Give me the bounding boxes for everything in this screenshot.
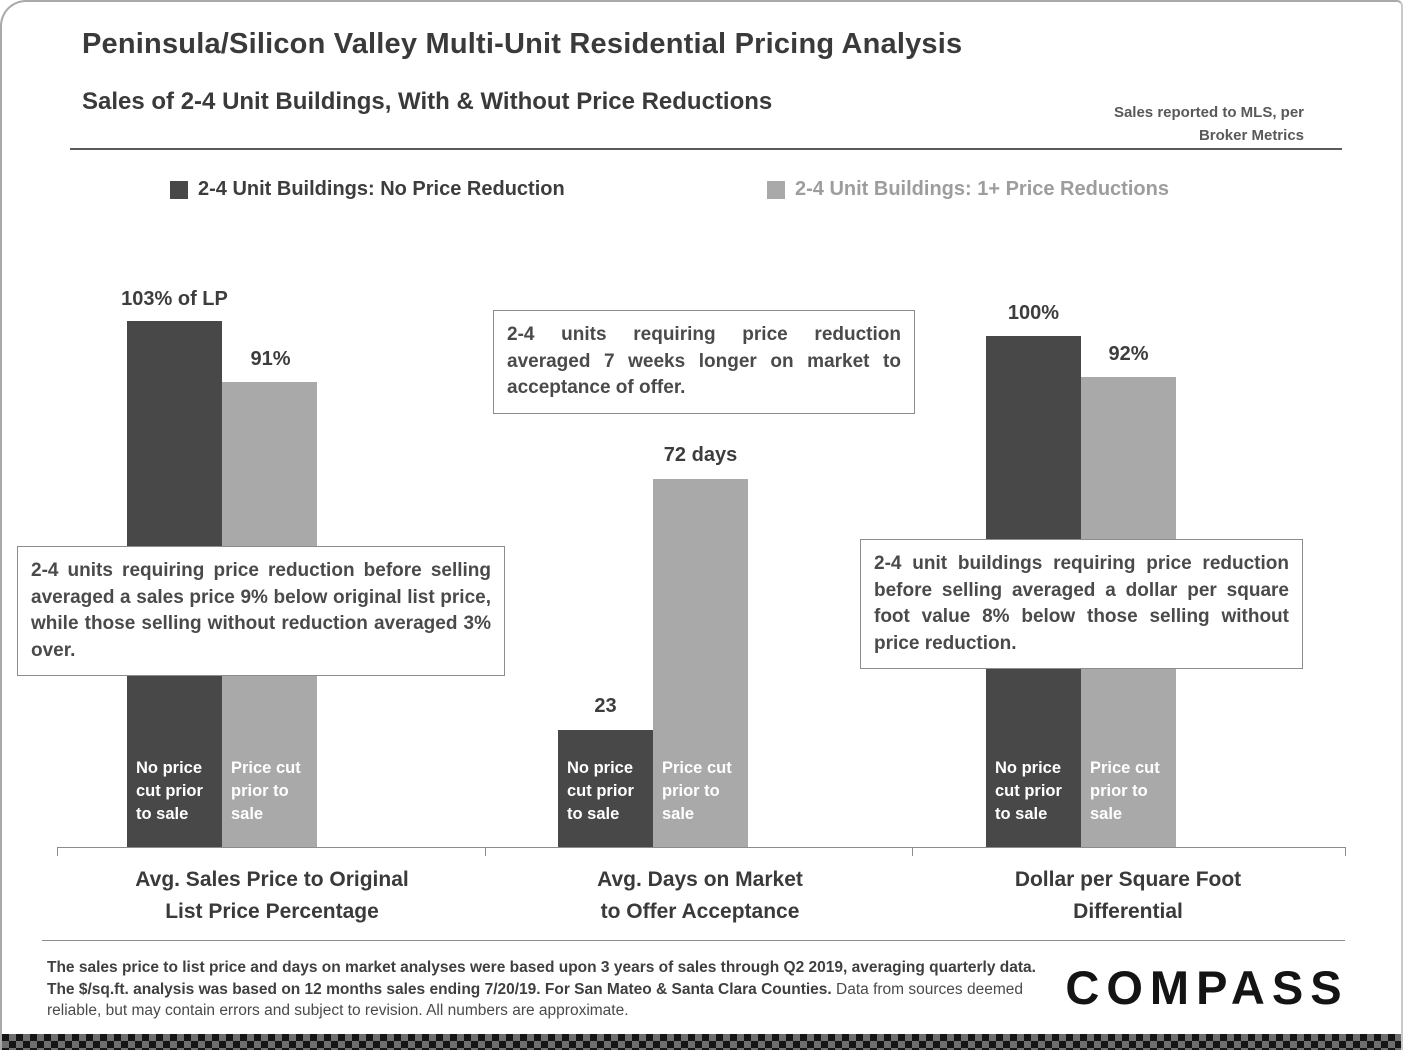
bar-caption-no-cut: No price cut prior to sale [995,758,1062,823]
category-label-days-on-market: Avg. Days on Market to Offer Acceptance [597,868,803,923]
axis-tick [1345,847,1346,856]
category-label-sales-price: Avg. Sales Price to Original List Price … [135,868,409,923]
chart-legend: 2-4 Unit Buildings: No Price Reduction 2… [2,178,1401,208]
bar-value-label-100: 100% [1007,302,1060,324]
footer-disclaimer-bold: The sales price to list price and days o… [47,959,1036,998]
legend-label-price-reductions: 2-4 Unit Buildings: 1+ Price Reductions [795,178,1169,200]
axis-tick [485,847,486,856]
bar-value-label-103: 103% of LP [121,288,228,310]
annotation-price-per-sqft: 2-4 unit buildings requiring price reduc… [860,539,1303,670]
legend-swatch-dark [170,180,188,199]
legend-swatch-gray [767,180,785,199]
compass-logo: COMPASS [1065,961,1349,1014]
footer-divider [42,940,1345,941]
bar-caption-price-cut: Price cut prior to sale [1090,758,1160,823]
bar-caption-no-cut: No price cut prior to sale [567,758,634,823]
decorative-bottom-strip [2,1034,1401,1050]
page-title: Peninsula/Silicon Valley Multi-Unit Resi… [82,28,963,60]
bar-price-cut-days-on-market: Price cut prior to sale [653,479,748,848]
header-divider [70,148,1342,150]
footer-disclaimer-note: Data from sources deemed reliable, but m… [47,980,1023,1020]
annotation-sales-price: 2-4 units requiring price reduction befo… [17,546,505,677]
category-label-price-per-sqft: Dollar per Square Foot Differential [1014,868,1242,923]
annotation-days-on-market: 2-4 units requiring price reduction aver… [493,310,915,414]
footer-disclaimer: The sales price to list price and days o… [47,957,1065,1022]
legend-item-price-reductions: 2-4 Unit Buildings: 1+ Price Reductions [767,178,1169,201]
legend-item-no-reduction: 2-4 Unit Buildings: No Price Reduction [170,178,565,201]
axis-tick [57,847,58,856]
x-axis-line [57,847,1346,848]
bar-caption-price-cut: Price cut prior to sale [231,758,301,823]
bar-value-label-72days: 72 days [663,444,738,466]
bar-value-label-91: 91% [250,348,291,370]
bar-caption-price-cut: Price cut prior to sale [662,758,732,823]
legend-label-no-reduction: 2-4 Unit Buildings: No Price Reduction [198,178,565,200]
bar-value-label-92: 92% [1108,343,1149,365]
bar-caption-no-cut: No price cut prior to sale [136,758,203,823]
axis-tick [912,847,913,856]
chart-subtitle: Sales of 2-4 Unit Buildings, With & With… [82,88,773,115]
bar-value-label-23: 23 [594,695,617,717]
source-note: Sales reported to MLS, per Broker Metric… [1113,104,1304,145]
bar-chart: No price cut prior to sale Price cut pri… [2,2,1401,856]
bar-no-cut-days-on-market: No price cut prior to sale [558,730,653,848]
